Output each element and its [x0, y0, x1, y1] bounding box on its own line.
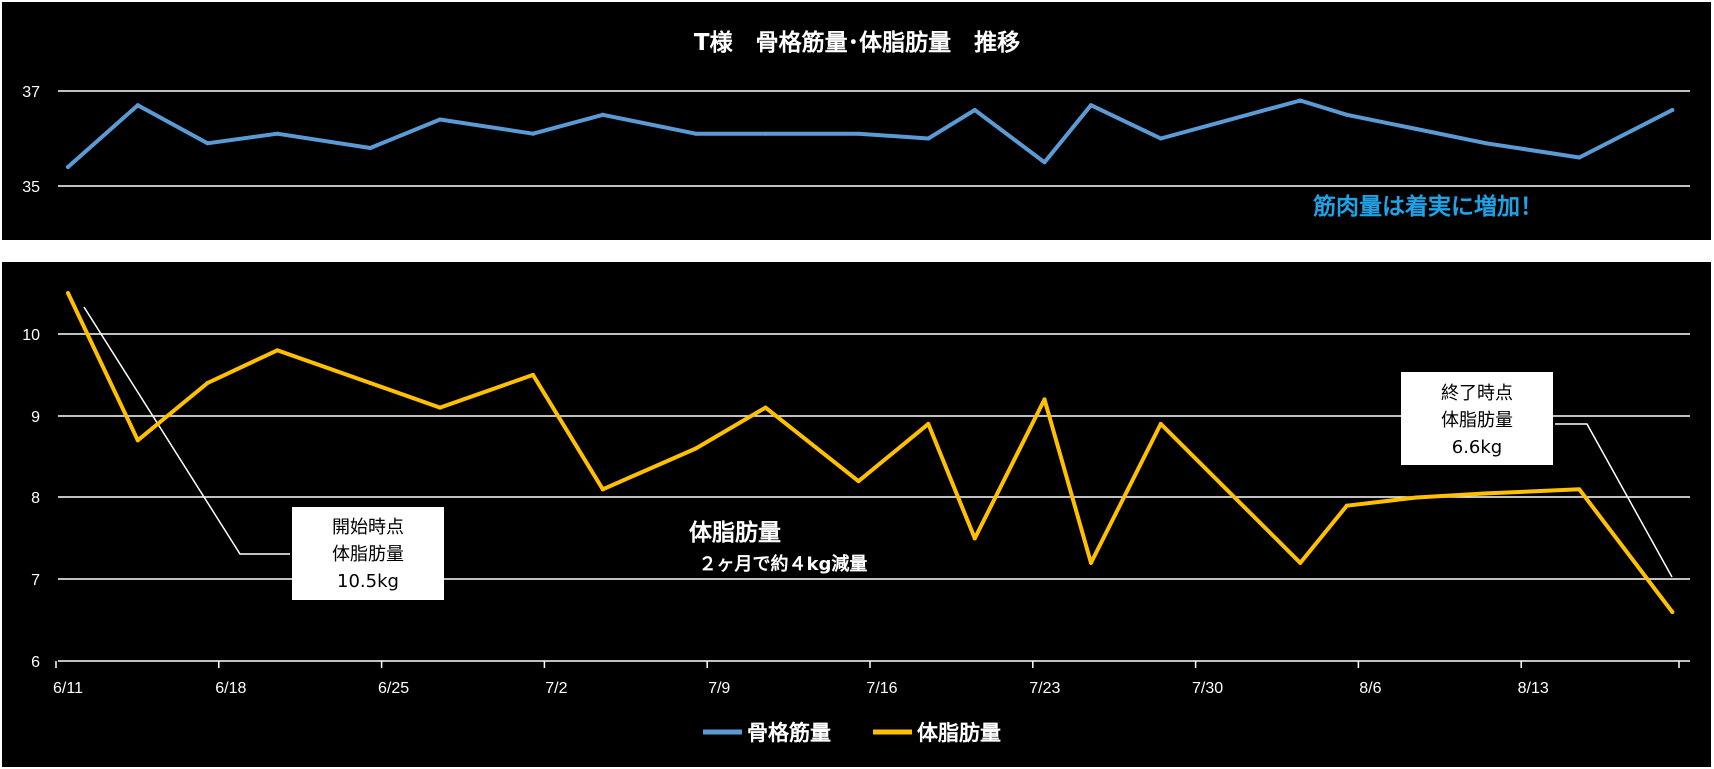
bottom-chart-panel [2, 262, 1711, 767]
chart-title: T様 骨格筋量･体脂肪量 推移 [694, 29, 1020, 56]
start-callout-line: 開始時点 [332, 517, 404, 538]
data-point [1344, 503, 1349, 508]
top-series-layer [66, 98, 1675, 169]
data-point [856, 479, 861, 484]
xtick-label: 6/18 [215, 680, 246, 697]
start-callout-leader [83, 306, 290, 555]
data-point [1089, 560, 1093, 565]
data-point [693, 131, 698, 136]
data-point [1577, 155, 1582, 160]
legend-label-fat: 体脂肪量 [917, 721, 1001, 745]
data-point [368, 381, 373, 386]
series-line-0 [66, 291, 1675, 614]
data-point [1042, 397, 1047, 402]
start-callout-line: 体脂肪量 [332, 544, 404, 565]
end-callout-value: 6.6kg [1452, 437, 1502, 458]
start-callout-box [292, 507, 444, 600]
data-point [600, 487, 605, 492]
ytick-label: 7 [31, 572, 40, 589]
ytick-label: 6 [31, 654, 40, 671]
fat-annotation-title: 体脂肪量 [689, 519, 781, 546]
end-callout-box [1401, 372, 1553, 465]
xtick-label: 7/23 [1029, 680, 1060, 697]
ytick-label: 9 [31, 409, 40, 426]
ytick-label: 10 [22, 327, 40, 344]
series-line-0 [66, 98, 1675, 169]
xtick-label: 6/11 [53, 680, 83, 697]
legend-label-muscle: 骨格筋量 [747, 721, 831, 745]
data-point [1414, 495, 1419, 500]
data-point [531, 372, 535, 377]
data-point [438, 405, 442, 410]
data-point [1670, 609, 1675, 614]
xtick-label: 8/6 [1359, 680, 1381, 697]
data-point [135, 438, 140, 443]
data-point [66, 291, 70, 296]
data-point [856, 131, 861, 136]
data-point [1344, 112, 1349, 117]
data-point [368, 146, 373, 150]
end-callout-line: 終了時点 [1441, 383, 1513, 404]
xtick-label: 6/25 [378, 680, 409, 697]
data-point [1414, 127, 1419, 131]
data-point [275, 348, 280, 353]
data-point [926, 421, 931, 426]
data-point [1042, 160, 1047, 165]
data-point [693, 446, 698, 451]
data-point [205, 141, 210, 146]
data-point [66, 165, 70, 169]
xtick-label: 7/30 [1192, 680, 1223, 697]
end-callout-leader [1555, 423, 1673, 578]
data-point [600, 112, 605, 117]
data-point [1298, 560, 1303, 565]
top-chart-panel [2, 2, 1711, 240]
xtick-label: 7/16 [866, 680, 897, 697]
ytick-label: 8 [31, 490, 40, 507]
data-point [1089, 103, 1093, 108]
data-point [275, 131, 280, 136]
data-point [926, 136, 931, 141]
data-point [531, 131, 535, 136]
data-point [1484, 491, 1489, 496]
data-point [438, 117, 442, 122]
data-point [1298, 98, 1303, 103]
data-point [135, 103, 140, 108]
bottom-series-layer [66, 291, 1675, 614]
data-point [1158, 136, 1163, 141]
end-callout-line: 体脂肪量 [1441, 410, 1513, 431]
data-point [1670, 108, 1675, 112]
top-ytick-label: 35 [22, 179, 40, 196]
data-point [972, 108, 977, 112]
data-point [1158, 421, 1163, 426]
legend: 骨格筋量 体脂肪量 [703, 721, 1001, 745]
data-point [763, 131, 768, 136]
xtick-label: 8/13 [1518, 680, 1549, 697]
muscle-note: 筋肉量は着実に増加！ [1313, 193, 1543, 220]
fat-annotation-subtitle: ２ヶ月で約４kg減量 [699, 553, 868, 575]
xtick-label: 7/9 [708, 680, 730, 697]
data-point [1484, 141, 1489, 146]
data-point [1577, 487, 1582, 492]
xtick-label: 7/2 [545, 680, 567, 697]
top-ytick-label: 37 [22, 84, 40, 101]
x-axis-ticks: 6/11 6/18 6/25 7/2 7/9 7/16 7/23 7/30 8/6 8/13 [53, 661, 1680, 697]
data-point [763, 405, 768, 410]
data-point [972, 536, 977, 541]
data-point [205, 381, 210, 386]
start-callout-value: 10.5kg [337, 571, 399, 592]
